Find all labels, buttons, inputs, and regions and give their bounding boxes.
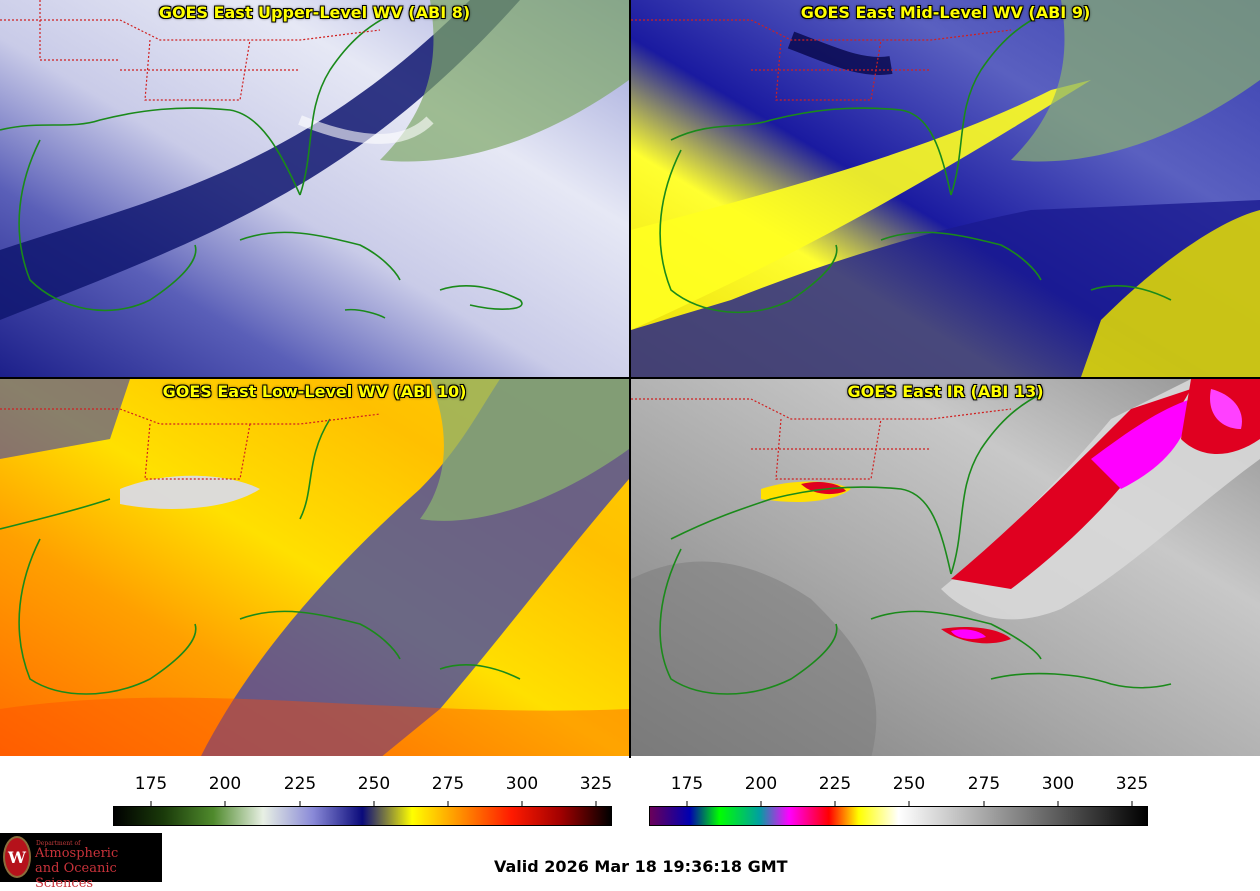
wv-colorbar	[113, 806, 612, 826]
ir-tick-label: 275	[967, 774, 1001, 794]
aos-logo: W Department of Atmospheric and Oceanic …	[0, 833, 162, 891]
ir-tick-label: 250	[892, 774, 926, 794]
wv-tick-label: 300	[505, 774, 539, 794]
panel-title: GOES East Upper-Level WV (ABI 8)	[158, 3, 471, 22]
ir-colorbar-ticks: 175 200 225 250 275 300 325	[649, 774, 1148, 806]
ir-colorbar	[649, 806, 1148, 826]
ir-tick-label: 325	[1115, 774, 1149, 794]
panel-divider-horizontal	[0, 377, 1260, 379]
wv-tick-label: 200	[208, 774, 242, 794]
panel-title: GOES East Mid-Level WV (ABI 9)	[800, 3, 1091, 22]
ir-tick-label: 225	[818, 774, 852, 794]
panel-ir: GOES East IR (ABI 13)	[631, 379, 1260, 756]
upper-wv-image	[0, 0, 629, 377]
logo-line-3: and Oceanic Sciences	[35, 861, 117, 891]
panel-low-level-wv: GOES East Low-Level WV (ABI 10)	[0, 379, 629, 756]
ir-image	[631, 379, 1260, 756]
panel-title: GOES East Low-Level WV (ABI 10)	[162, 382, 467, 401]
wv-tick-label: 225	[283, 774, 317, 794]
valid-time: Valid 2026 Mar 18 19:36:18 GMT	[494, 857, 788, 876]
wv-colorbar-ticks: 175 200 225 250 275 300 325	[113, 774, 612, 806]
ir-tick-label: 300	[1041, 774, 1075, 794]
panel-mid-level-wv: GOES East Mid-Level WV (ABI 9)	[631, 0, 1260, 377]
ir-tick-label: 175	[670, 774, 704, 794]
wv-tick-label: 275	[431, 774, 465, 794]
panel-upper-level-wv: GOES East Upper-Level WV (ABI 8)	[0, 0, 629, 377]
panel-divider-vertical	[629, 0, 631, 758]
logo-line-1: Department of	[36, 840, 81, 847]
mid-wv-image	[631, 0, 1260, 377]
uw-seal-icon: W	[3, 836, 31, 878]
low-wv-image	[0, 379, 629, 756]
logo-line-2: Atmospheric	[35, 846, 119, 861]
wv-tick-label: 175	[134, 774, 168, 794]
ir-tick-label: 200	[744, 774, 778, 794]
wv-tick-label: 325	[579, 774, 613, 794]
panel-title: GOES East IR (ABI 13)	[847, 382, 1044, 401]
wv-tick-label: 250	[357, 774, 391, 794]
